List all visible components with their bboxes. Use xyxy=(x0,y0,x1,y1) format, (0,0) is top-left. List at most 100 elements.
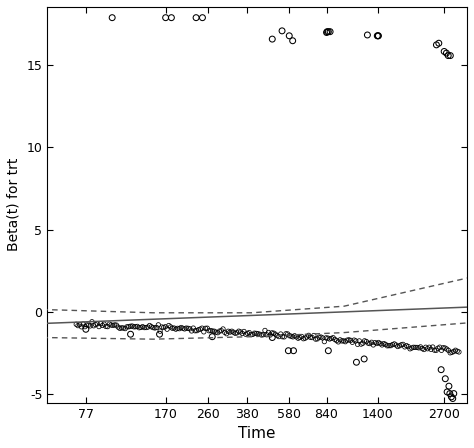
Point xyxy=(350,336,358,344)
Point xyxy=(370,341,377,349)
Point xyxy=(325,28,332,35)
Point xyxy=(320,338,328,345)
Point xyxy=(335,338,342,345)
Point xyxy=(326,28,334,35)
Point xyxy=(312,336,319,343)
Point xyxy=(378,341,386,349)
Point xyxy=(164,326,171,333)
Point xyxy=(179,325,187,332)
Point xyxy=(435,39,443,47)
Point xyxy=(225,327,232,335)
Point xyxy=(149,324,157,331)
Point xyxy=(410,344,417,351)
Point xyxy=(454,348,461,355)
Point xyxy=(209,327,216,335)
Point xyxy=(380,340,388,347)
Point xyxy=(331,336,338,343)
Point xyxy=(155,321,162,328)
Point xyxy=(223,330,230,337)
Point xyxy=(415,344,422,351)
Point xyxy=(278,27,286,34)
Point xyxy=(273,332,281,339)
Point xyxy=(102,323,109,330)
Point xyxy=(396,342,403,349)
Point xyxy=(108,321,115,328)
Point xyxy=(368,339,375,346)
Point xyxy=(434,345,442,352)
Point xyxy=(230,329,237,336)
Point xyxy=(399,341,407,348)
Point xyxy=(160,324,167,331)
Point xyxy=(123,323,131,331)
Point xyxy=(97,320,104,327)
Point xyxy=(186,325,193,332)
Point xyxy=(198,325,206,332)
Point xyxy=(83,321,91,328)
Point xyxy=(411,344,419,351)
Point xyxy=(389,341,396,348)
Point xyxy=(256,331,264,338)
Point xyxy=(264,329,272,336)
Point xyxy=(309,334,316,341)
Point xyxy=(289,333,297,340)
Point xyxy=(136,324,143,332)
Point xyxy=(168,14,175,21)
Point xyxy=(373,340,381,347)
Point xyxy=(394,343,401,350)
Point xyxy=(303,333,310,340)
Point xyxy=(127,331,134,338)
Point xyxy=(307,334,314,341)
Point xyxy=(305,332,312,339)
Point xyxy=(90,322,98,329)
Point xyxy=(128,323,136,330)
Point xyxy=(401,343,409,350)
Point xyxy=(253,330,260,337)
Point xyxy=(266,332,274,339)
Point xyxy=(452,347,459,354)
Point xyxy=(441,345,449,352)
Point xyxy=(121,325,129,332)
Point xyxy=(275,333,283,340)
Point xyxy=(450,348,457,355)
Point xyxy=(363,338,370,345)
Point xyxy=(361,337,368,345)
Point xyxy=(356,337,363,345)
Point xyxy=(226,328,234,336)
Point xyxy=(244,330,251,337)
Point xyxy=(235,327,243,335)
Point xyxy=(233,329,241,336)
Point xyxy=(207,327,215,334)
Point xyxy=(422,344,429,351)
Point xyxy=(127,323,134,330)
Point xyxy=(404,343,412,350)
Point xyxy=(85,322,92,329)
Point xyxy=(210,327,218,335)
Point xyxy=(181,325,188,332)
Point xyxy=(383,342,391,349)
Point xyxy=(354,341,361,348)
Point xyxy=(289,37,296,44)
Point xyxy=(406,345,414,353)
Point xyxy=(106,320,113,327)
Point xyxy=(203,325,211,332)
Point xyxy=(137,324,145,331)
Point xyxy=(132,323,139,330)
Point xyxy=(80,320,87,327)
Point xyxy=(99,322,106,329)
Point xyxy=(242,331,249,338)
Point xyxy=(221,329,228,336)
Point xyxy=(443,388,451,396)
Point xyxy=(443,50,450,57)
Point xyxy=(192,14,200,21)
Point xyxy=(216,327,223,335)
Point xyxy=(447,52,454,59)
Point xyxy=(169,325,176,332)
Point xyxy=(134,323,141,330)
Point xyxy=(374,32,381,39)
Point xyxy=(387,342,394,349)
Point xyxy=(329,334,337,341)
Point xyxy=(284,347,292,354)
Point xyxy=(408,345,416,352)
Point xyxy=(268,35,276,43)
Point xyxy=(190,324,197,332)
